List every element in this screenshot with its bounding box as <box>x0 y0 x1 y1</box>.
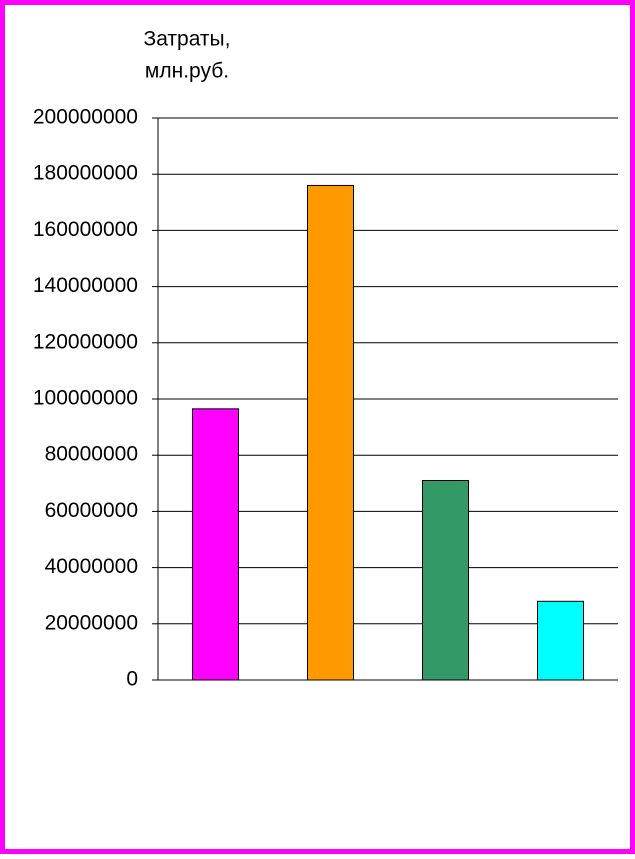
y-tick-label: 40000000 <box>45 555 138 578</box>
y-tick-label: 20000000 <box>45 611 138 634</box>
y-tick-label: 180000000 <box>33 162 138 185</box>
chart-title: млн.руб. <box>145 60 229 83</box>
y-tick-label: 200000000 <box>33 106 138 129</box>
y-tick-label: 0 <box>126 668 138 691</box>
y-tick-label: 120000000 <box>33 330 138 353</box>
bar <box>307 184 354 681</box>
chart-title: Затраты, <box>144 28 231 51</box>
y-tick-label: 160000000 <box>33 218 138 241</box>
y-tick-label: 80000000 <box>45 443 138 466</box>
y-tick-label: 140000000 <box>33 274 138 297</box>
bar <box>537 600 584 681</box>
y-tick-label: 100000000 <box>33 387 138 410</box>
bar <box>422 479 469 681</box>
bar <box>192 408 239 681</box>
y-tick-label: 60000000 <box>45 499 138 522</box>
